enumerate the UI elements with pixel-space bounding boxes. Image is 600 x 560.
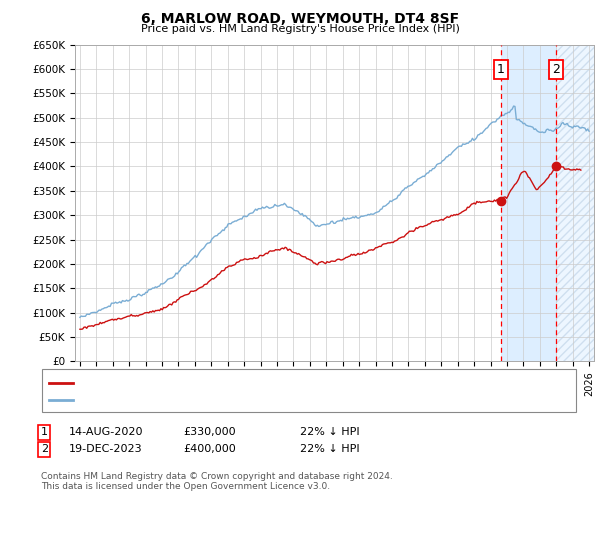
Text: 2: 2 — [41, 444, 48, 454]
Text: 19-DEC-2023: 19-DEC-2023 — [69, 444, 143, 454]
Bar — [556, 45, 597, 361]
Text: Price paid vs. HM Land Registry's House Price Index (HPI): Price paid vs. HM Land Registry's House … — [140, 24, 460, 34]
Text: 1: 1 — [497, 63, 505, 76]
Text: 6, MARLOW ROAD, WEYMOUTH, DT4 8SF: 6, MARLOW ROAD, WEYMOUTH, DT4 8SF — [141, 12, 459, 26]
Text: 22% ↓ HPI: 22% ↓ HPI — [300, 444, 359, 454]
Text: Contains HM Land Registry data © Crown copyright and database right 2024.
This d: Contains HM Land Registry data © Crown c… — [41, 472, 392, 491]
Text: 22% ↓ HPI: 22% ↓ HPI — [300, 427, 359, 437]
Text: 14-AUG-2020: 14-AUG-2020 — [69, 427, 143, 437]
Text: 2: 2 — [552, 63, 560, 76]
Text: HPI: Average price, detached house, Dorset: HPI: Average price, detached house, Dors… — [77, 395, 304, 405]
Bar — [501, 45, 556, 361]
Text: £400,000: £400,000 — [183, 444, 236, 454]
Text: 6, MARLOW ROAD, WEYMOUTH, DT4 8SF (detached house): 6, MARLOW ROAD, WEYMOUTH, DT4 8SF (detac… — [77, 377, 383, 388]
Text: 1: 1 — [41, 427, 48, 437]
Text: £330,000: £330,000 — [183, 427, 236, 437]
